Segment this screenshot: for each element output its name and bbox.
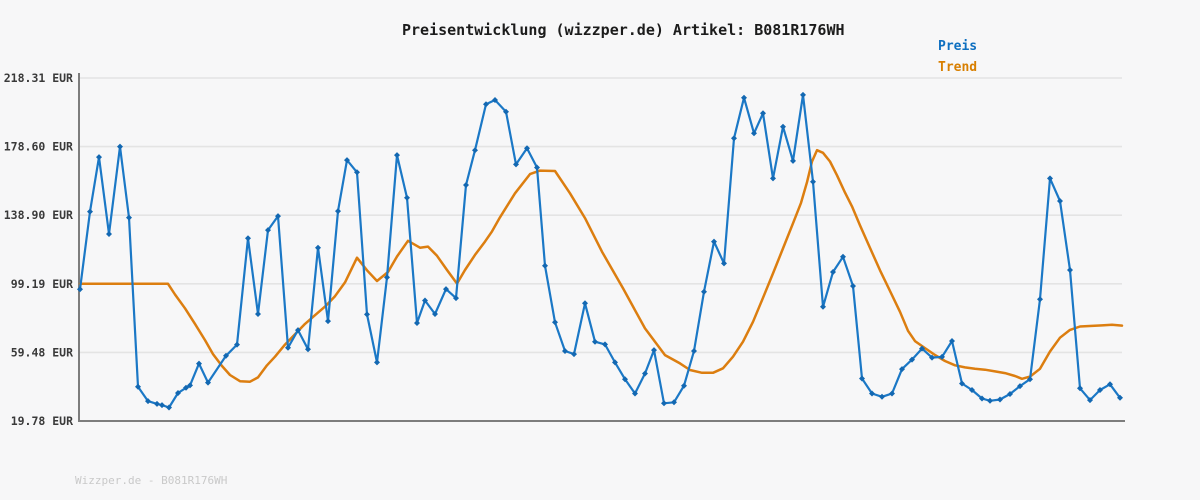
y-tick-label: 59.48 EUR	[11, 345, 73, 359]
price-point-markers	[77, 91, 1123, 411]
legend-item-trend: Trend	[938, 60, 978, 75]
trend-series-path	[78, 148, 1124, 383]
y-tick-label: 218.31 EUR	[4, 71, 73, 85]
price-series-path	[78, 93, 1122, 409]
price-line	[78, 93, 1122, 409]
y-tick-label: 138.90 EUR	[4, 208, 73, 222]
axes	[78, 73, 1125, 422]
footer-watermark: Wizzper.de - B081R176WH	[75, 474, 228, 487]
y-tick-label: 19.78 EUR	[11, 414, 73, 428]
y-tick-label: 178.60 EUR	[4, 140, 73, 154]
legend-item-preis: Preis	[938, 39, 978, 54]
gridlines	[80, 77, 1122, 354]
y-tick-label: 99.19 EUR	[11, 277, 73, 291]
price-marker-diamonds	[77, 91, 1123, 411]
page-title: Preisentwicklung (wizzper.de) Artikel: B…	[402, 21, 845, 39]
trend-line	[78, 148, 1124, 383]
y-axis-labels: 218.31 EUR 178.60 EUR 138.90 EUR 99.19 EUR 5…	[4, 71, 73, 428]
